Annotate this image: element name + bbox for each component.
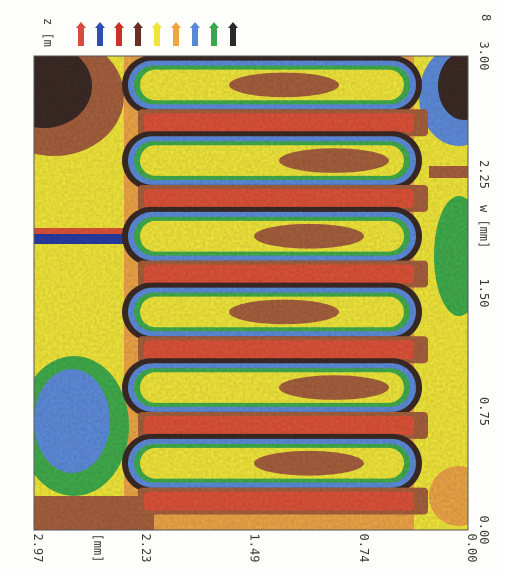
y-tick-label: 1.49	[247, 534, 261, 563]
colorbar-end-label: 8	[479, 14, 493, 21]
y-tick-label: 0.74	[357, 534, 371, 563]
colorbar-legend	[76, 22, 238, 46]
colorbar-swatch	[192, 28, 198, 46]
field-texture	[34, 56, 468, 530]
x-tick-label: 3.00	[477, 42, 491, 71]
heatmap-field	[34, 56, 468, 530]
colorbar-arrow	[95, 22, 105, 28]
colorbar-swatch	[97, 28, 103, 46]
colorbar-arrow	[228, 22, 238, 28]
colorbar-swatch	[211, 28, 217, 46]
colorbar-swatch	[78, 28, 84, 46]
colorbar-swatch	[135, 28, 141, 46]
colorbar-swatch	[173, 28, 179, 46]
colorbar-arrow	[209, 22, 219, 28]
x-axis-label: w [mm]	[477, 205, 491, 248]
z-axis-label: z [m	[41, 18, 55, 47]
x-tick-label: 0.00	[477, 516, 491, 545]
x-axis: 0.00 0.75 1.50 2.25 3.00 w [mm]	[477, 42, 491, 545]
plot-frame	[33, 55, 469, 531]
colorbar-swatch	[116, 28, 122, 46]
colorbar-arrow	[171, 22, 181, 28]
colorbar-arrow	[76, 22, 86, 28]
x-tick-label: 1.50	[477, 279, 491, 308]
colorbar-arrow	[152, 22, 162, 28]
colorbar-swatch	[230, 28, 236, 46]
x-tick-label: 0.75	[477, 397, 491, 426]
y-tick-label: 2.97	[31, 534, 45, 563]
colorbar-arrow	[114, 22, 124, 28]
y-tick-label: 2.23	[139, 534, 153, 563]
y-axis: 0.00 0.74 1.49 2.23 2.97 [mm]	[31, 534, 479, 563]
y-tick-label: 0.00	[465, 534, 479, 563]
y-axis-label: [mm]	[91, 534, 105, 563]
x-tick-label: 2.25	[477, 160, 491, 189]
colorbar-arrow	[190, 22, 200, 28]
colorbar-swatch	[154, 28, 160, 46]
colorbar-arrow	[133, 22, 143, 28]
